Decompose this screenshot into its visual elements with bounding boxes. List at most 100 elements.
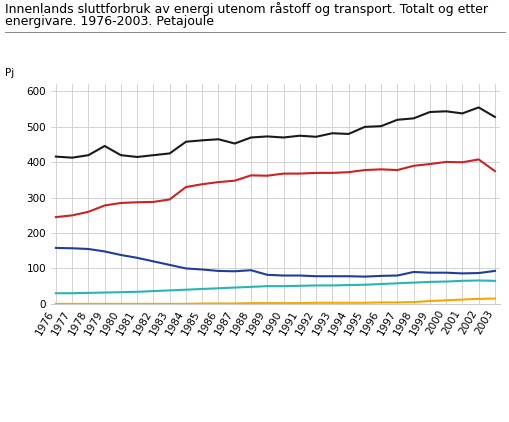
Elektrisitet	[313, 170, 319, 176]
Elektrisitet	[247, 173, 253, 178]
Petroleums-
produkter	[199, 267, 205, 272]
Fast brensel	[215, 286, 221, 291]
Fjernvarme	[329, 300, 335, 305]
Petroleums-
produkter	[134, 255, 140, 260]
Fast brensel	[183, 287, 189, 292]
Elektrisitet	[134, 200, 140, 205]
Fast brensel	[134, 289, 140, 294]
Fast brensel	[101, 290, 107, 295]
Totalt	[361, 124, 367, 130]
Fast brensel	[118, 289, 124, 295]
Fjernvarme	[199, 301, 205, 306]
Totalt	[101, 143, 107, 149]
Fast brensel	[150, 289, 156, 294]
Line: Fast brensel: Fast brensel	[56, 281, 494, 293]
Petroleums-
produkter	[475, 271, 481, 276]
Fjernvarme	[459, 297, 465, 302]
Elektrisitet	[459, 160, 465, 165]
Fjernvarme	[393, 300, 400, 305]
Petroleums-
produkter	[313, 274, 319, 279]
Fjernvarme	[166, 301, 173, 306]
Text: Innenlands sluttforbruk av energi utenom råstoff og transport. Totalt og etter: Innenlands sluttforbruk av energi utenom…	[5, 2, 487, 16]
Elektrisitet	[361, 168, 367, 173]
Fast brensel	[166, 288, 173, 293]
Fast brensel	[475, 278, 481, 283]
Fjernvarme	[475, 296, 481, 301]
Petroleums-
produkter	[426, 270, 432, 275]
Fjernvarme	[264, 300, 270, 306]
Fjernvarme	[313, 300, 319, 305]
Totalt	[280, 135, 286, 140]
Petroleums-
produkter	[85, 246, 91, 252]
Fast brensel	[313, 283, 319, 288]
Fast brensel	[491, 278, 497, 283]
Petroleums-
produkter	[118, 252, 124, 257]
Fjernvarme	[345, 300, 351, 305]
Fjernvarme	[215, 301, 221, 306]
Totalt	[313, 134, 319, 139]
Elektrisitet	[410, 163, 416, 168]
Text: Pj: Pj	[5, 68, 14, 78]
Elektrisitet	[377, 167, 383, 172]
Petroleums-
produkter	[215, 268, 221, 273]
Elektrisitet	[491, 168, 497, 173]
Petroleums-
produkter	[491, 268, 497, 273]
Petroleums-
produkter	[247, 268, 253, 273]
Fjernvarme	[183, 301, 189, 306]
Petroleums-
produkter	[345, 274, 351, 279]
Fjernvarme	[101, 301, 107, 306]
Petroleums-
produkter	[361, 274, 367, 279]
Line: Elektrisitet: Elektrisitet	[56, 160, 494, 217]
Totalt	[134, 154, 140, 160]
Petroleums-
produkter	[264, 272, 270, 277]
Fast brensel	[377, 281, 383, 287]
Petroleums-
produkter	[329, 274, 335, 279]
Elektrisitet	[150, 199, 156, 204]
Petroleums-
produkter	[280, 273, 286, 278]
Petroleums-
produkter	[150, 259, 156, 264]
Totalt	[459, 111, 465, 116]
Totalt	[442, 109, 448, 114]
Fast brensel	[53, 291, 59, 296]
Petroleums-
produkter	[377, 273, 383, 279]
Elektrisitet	[475, 157, 481, 162]
Fjernvarme	[134, 301, 140, 306]
Line: Totalt: Totalt	[56, 108, 494, 158]
Fjernvarme	[377, 300, 383, 305]
Totalt	[215, 137, 221, 142]
Fast brensel	[69, 291, 75, 296]
Totalt	[231, 141, 237, 146]
Fjernvarme	[69, 301, 75, 306]
Totalt	[166, 151, 173, 156]
Totalt	[183, 139, 189, 144]
Totalt	[296, 133, 302, 138]
Elektrisitet	[53, 215, 59, 220]
Totalt	[150, 153, 156, 158]
Totalt	[377, 124, 383, 129]
Totalt	[53, 154, 59, 159]
Fjernvarme	[231, 301, 237, 306]
Petroleums-
produkter	[442, 270, 448, 275]
Petroleums-
produkter	[53, 245, 59, 250]
Elektrisitet	[280, 171, 286, 176]
Fast brensel	[231, 285, 237, 290]
Petroleums-
produkter	[410, 270, 416, 275]
Petroleums-
produkter	[231, 269, 237, 274]
Elektrisitet	[215, 179, 221, 184]
Fjernvarme	[296, 300, 302, 306]
Fast brensel	[393, 281, 400, 286]
Totalt	[85, 153, 91, 158]
Fast brensel	[329, 283, 335, 288]
Petroleums-
produkter	[183, 266, 189, 271]
Text: energivare. 1976-2003. Petajoule: energivare. 1976-2003. Petajoule	[5, 15, 214, 28]
Fast brensel	[85, 290, 91, 295]
Fast brensel	[426, 279, 432, 284]
Fast brensel	[459, 278, 465, 283]
Totalt	[118, 153, 124, 158]
Fjernvarme	[150, 301, 156, 306]
Petroleums-
produkter	[101, 249, 107, 254]
Fjernvarme	[247, 300, 253, 306]
Elektrisitet	[101, 203, 107, 208]
Totalt	[426, 109, 432, 114]
Elektrisitet	[426, 162, 432, 167]
